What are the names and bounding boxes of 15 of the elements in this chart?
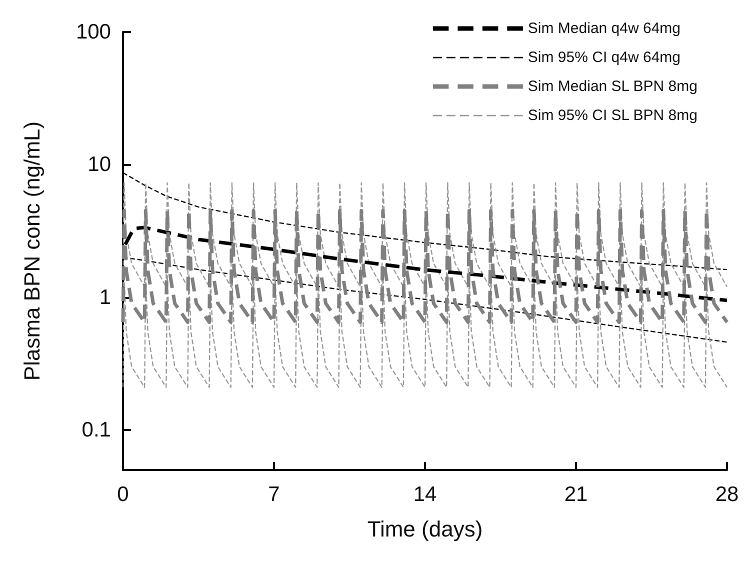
- y-tick-label: 10: [88, 153, 111, 176]
- legend-label: Sim 95% CI SL BPN 8mg: [528, 107, 698, 124]
- legend-label: Sim 95% CI q4w 64mg: [528, 49, 681, 66]
- legend-label: Sim Median q4w 64mg: [528, 20, 681, 37]
- x-tick-label: 0: [117, 483, 129, 506]
- x-tick-label: 28: [715, 483, 739, 506]
- x-axis-title: Time (days): [367, 516, 483, 542]
- y-tick-label: 0.1: [82, 418, 111, 442]
- x-tick-label: 7: [268, 483, 280, 506]
- x-tick-label: 21: [564, 483, 588, 506]
- y-axis-title: Plasma BPN conc (ng/mL): [20, 121, 44, 381]
- legend-label: Sim Median SL BPN 8mg: [528, 78, 698, 95]
- y-tick-label: 100: [76, 20, 111, 44]
- x-tick-label: 14: [413, 483, 437, 506]
- y-tick-label: 1: [99, 286, 111, 309]
